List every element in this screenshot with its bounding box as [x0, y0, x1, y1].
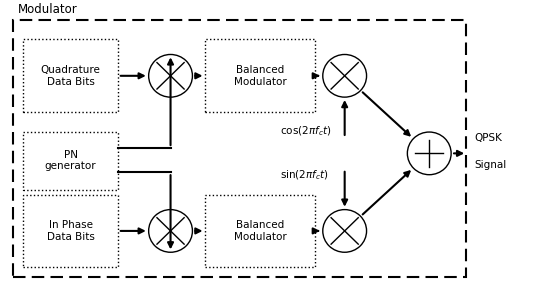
Bar [23, 39, 118, 112]
Text: $\sin(2\pi f_c t)$: $\sin(2\pi f_c t)$ [280, 168, 329, 182]
Text: Modulator: Modulator [18, 3, 78, 16]
Bar [13, 20, 466, 277]
Text: Balanced
Modulator: Balanced Modulator [234, 220, 286, 242]
Circle shape [148, 55, 193, 97]
Text: PN
generator: PN generator [45, 150, 97, 171]
Text: In Phase
Data Bits: In Phase Data Bits [47, 220, 94, 242]
Bar [205, 39, 315, 112]
Bar [205, 195, 315, 267]
Text: $\cos(2\pi f_c t)$: $\cos(2\pi f_c t)$ [280, 125, 331, 138]
Bar [23, 132, 118, 190]
Bar [23, 195, 118, 267]
Text: Signal: Signal [474, 160, 506, 170]
Text: Balanced
Modulator: Balanced Modulator [234, 65, 286, 87]
Circle shape [148, 210, 193, 252]
Circle shape [407, 132, 451, 175]
Text: Quadrature
Data Bits: Quadrature Data Bits [41, 65, 100, 87]
Text: QPSK: QPSK [474, 133, 502, 143]
Circle shape [323, 55, 367, 97]
Circle shape [323, 210, 367, 252]
